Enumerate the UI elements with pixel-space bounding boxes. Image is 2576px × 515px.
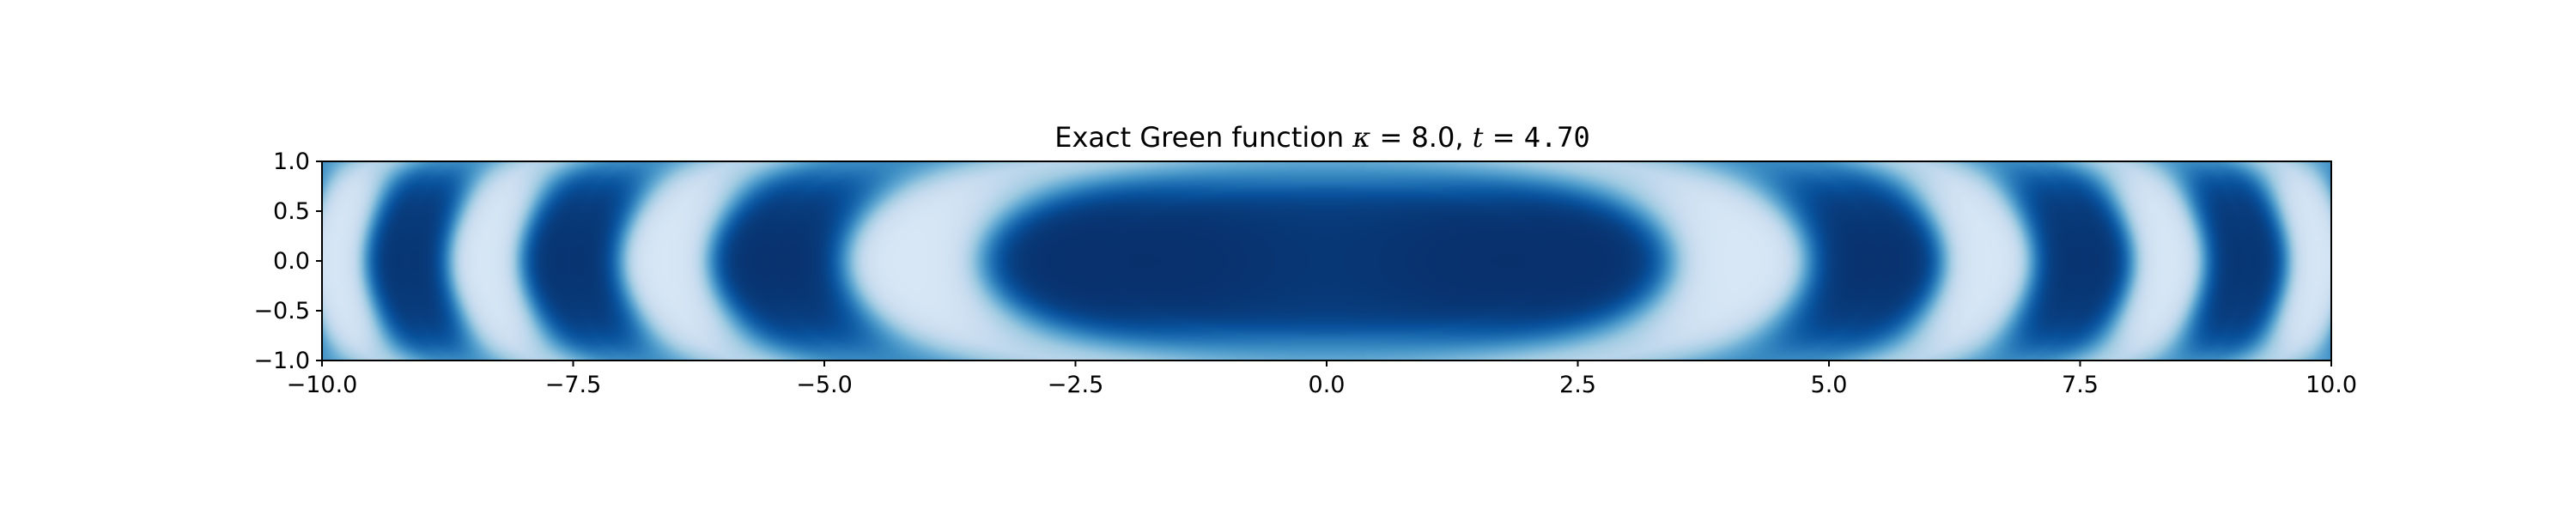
y-tick-label: 0.0 <box>273 248 310 275</box>
y-tick-label: 0.5 <box>273 198 310 225</box>
y-tick-label: −1.0 <box>253 348 310 374</box>
chart-title: Exact Green function κ = 8.0, t = 4.70 <box>1054 121 1590 154</box>
heatmap-area <box>322 161 2331 360</box>
y-axis: 1.0 0.5 0.0 −0.5 −1.0 <box>253 148 322 374</box>
x-tick-label: −7.5 <box>545 372 602 398</box>
x-tick-label: −2.5 <box>1048 372 1104 398</box>
y-tick-label: 1.0 <box>273 148 310 175</box>
x-axis: −10.0 −7.5 −5.0 −2.5 0.0 2.5 5.0 7.5 10.0 <box>287 360 2357 398</box>
x-tick-label: −5.0 <box>796 372 853 398</box>
x-tick-label: 0.0 <box>1309 372 1346 398</box>
x-tick-label: 10.0 <box>2306 372 2357 398</box>
x-tick-label: 2.5 <box>1559 372 1596 398</box>
x-tick-label: 7.5 <box>2062 372 2099 398</box>
x-tick-label: −10.0 <box>287 372 358 398</box>
heatmap-image <box>322 161 2331 360</box>
x-tick-label: 5.0 <box>1811 372 1848 398</box>
y-tick-label: −0.5 <box>253 298 310 324</box>
